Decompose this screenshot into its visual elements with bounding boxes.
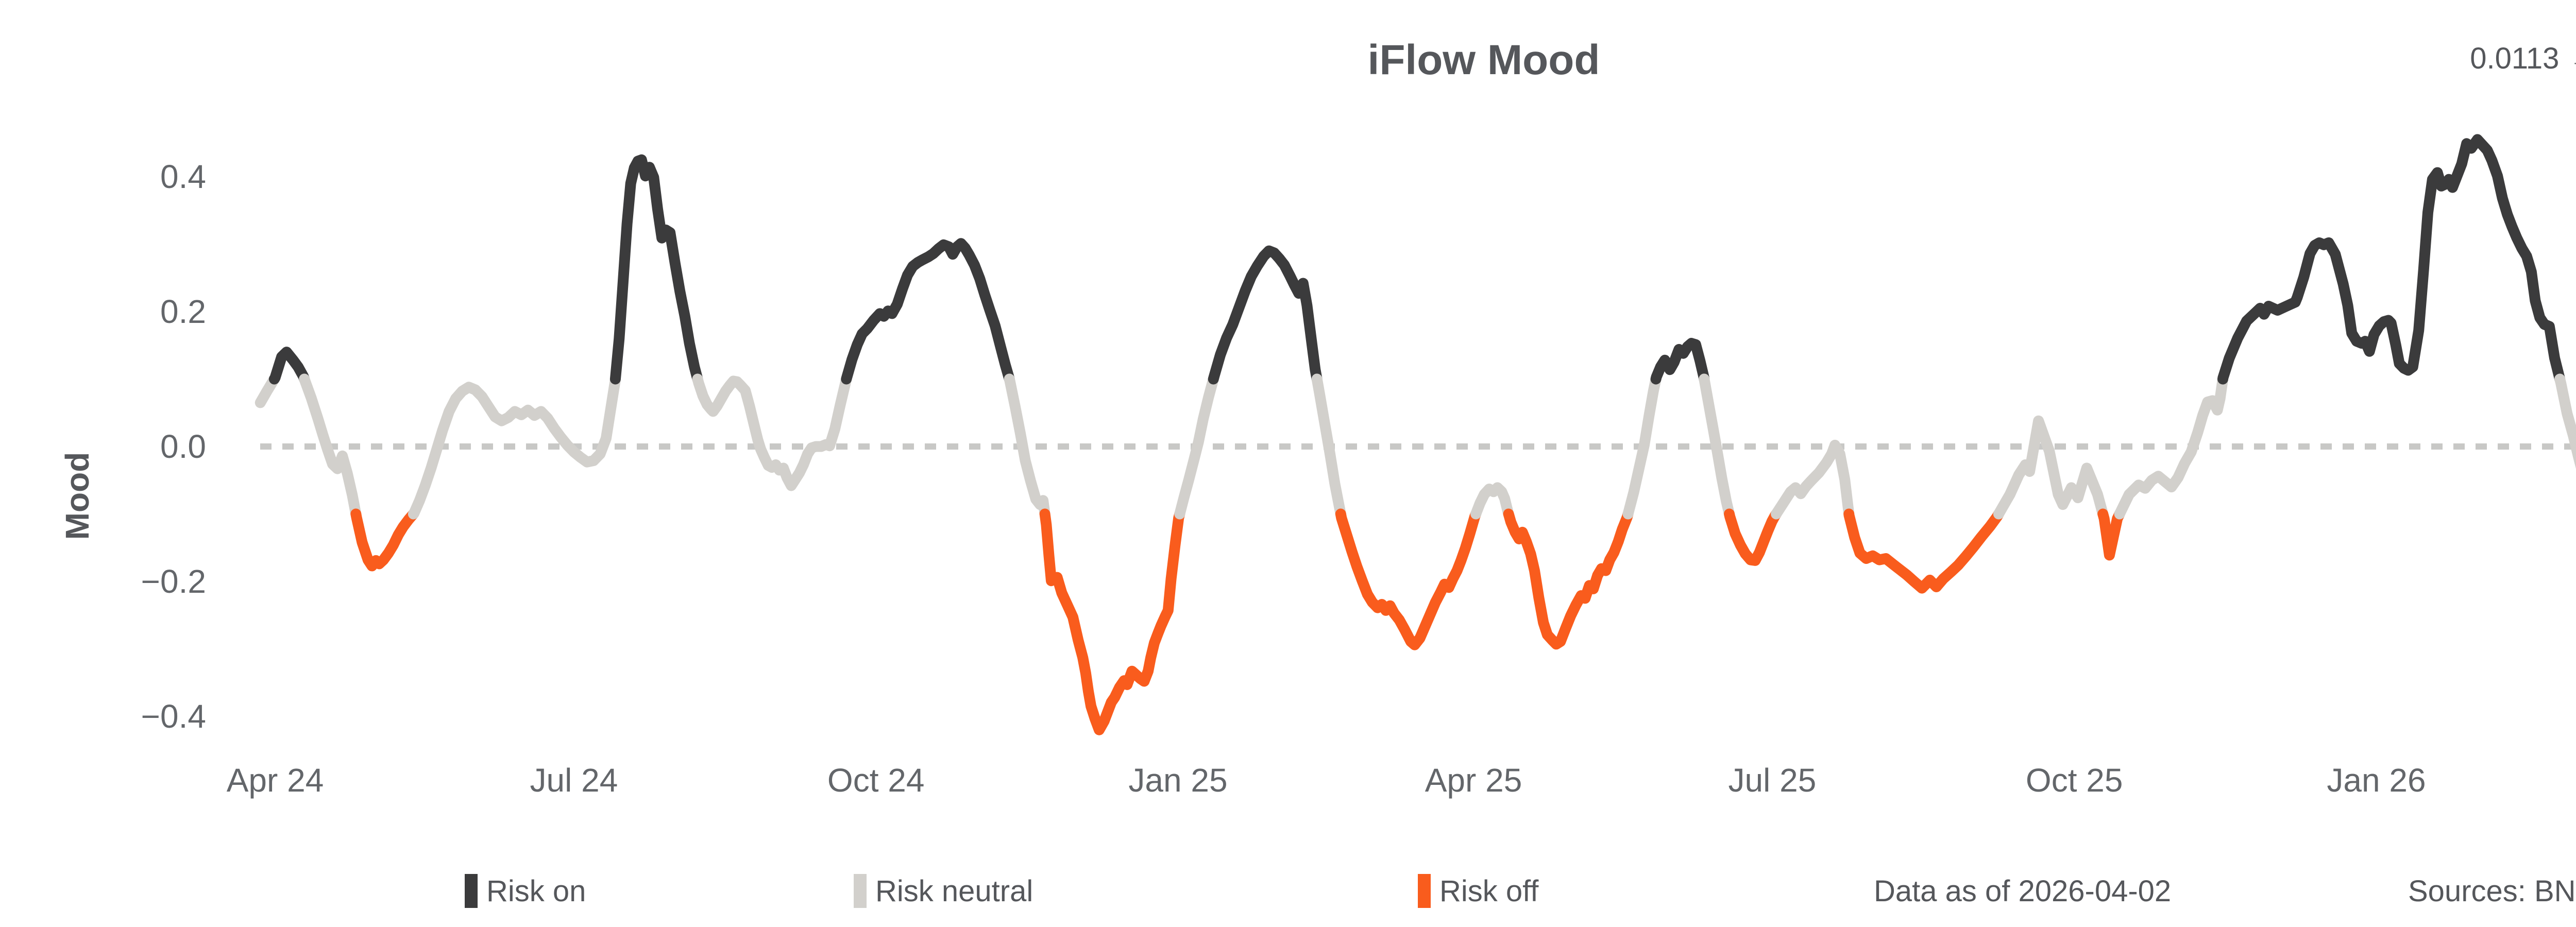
x-tick-label: Oct 24 <box>827 762 925 799</box>
y-tick-label: 0.4 <box>160 158 206 195</box>
legend-label-risk-off: Risk off <box>1439 874 1539 908</box>
mood-line-segment <box>299 373 362 520</box>
sources-note: Sources: BNY, WM/Refinitiv, MSCI <box>2408 874 2576 908</box>
mood-line-segment <box>1174 373 1219 520</box>
mood-line-segment <box>1503 508 1634 650</box>
mood-line-segment <box>1771 439 1855 520</box>
x-tick-label: Jan 26 <box>2327 762 2426 799</box>
x-tick-label: Jan 25 <box>1128 762 1228 799</box>
mood-line-segment <box>2114 373 2228 520</box>
mood-line-segment <box>1470 482 1514 520</box>
mood-line-segment <box>1699 373 1735 520</box>
mood-line-segment <box>1208 245 1323 385</box>
mood-line-segment <box>1993 415 2109 520</box>
mood-line-segment <box>609 154 703 385</box>
x-tick-label: Apr 25 <box>1425 762 1522 799</box>
mood-line-segment <box>1724 508 1782 566</box>
mood-line-segment <box>268 347 310 385</box>
arrow-right-icon: → <box>2559 42 2576 75</box>
mood-line-segment <box>841 238 1015 385</box>
mood-line-segment <box>1004 373 1050 520</box>
mood-line-segment <box>1311 373 1346 520</box>
latest-value: 0.0113 <box>2470 42 2560 75</box>
mood-line-segment <box>408 373 621 520</box>
mood-line-segment <box>1039 508 1185 735</box>
x-tick-label: Jul 25 <box>1728 762 1817 799</box>
y-tick-label: 0.2 <box>160 293 206 330</box>
legend-label-risk-on: Risk on <box>486 874 586 908</box>
legend-swatch-risk-off <box>1418 874 1431 908</box>
latest-value-annotation: 0.0113→risk neutral <box>2470 41 2576 76</box>
mood-line-segment <box>692 373 852 491</box>
mood-line-segment <box>2217 134 2566 385</box>
legend-swatch-risk-neutral <box>854 874 867 908</box>
mood-line-segment <box>350 508 419 572</box>
mood-line-segment <box>1622 373 1662 520</box>
x-tick-label: Oct 25 <box>2025 762 2123 799</box>
mood-line-segment <box>2097 508 2125 561</box>
mood-line-segment <box>2554 373 2576 469</box>
legend-label-risk-neutral: Risk neutral <box>875 874 1033 908</box>
chart-title: iFlow Mood <box>1367 37 1600 83</box>
legend-swatch-risk-on <box>465 874 478 908</box>
mood-series <box>255 134 2576 735</box>
y-tick-label: −0.2 <box>141 563 206 600</box>
mood-line-segment <box>1335 508 1482 650</box>
mood-line-segment <box>1650 338 1710 385</box>
data-as-of-note: Data as of 2026-04-02 <box>1874 874 2172 908</box>
y-tick-label: 0.0 <box>160 428 206 465</box>
x-tick-label: Jul 24 <box>530 762 618 799</box>
mood-line-segment <box>1843 508 2004 594</box>
y-tick-label: −0.4 <box>141 698 206 735</box>
x-tick-label: Apr 24 <box>226 762 324 799</box>
